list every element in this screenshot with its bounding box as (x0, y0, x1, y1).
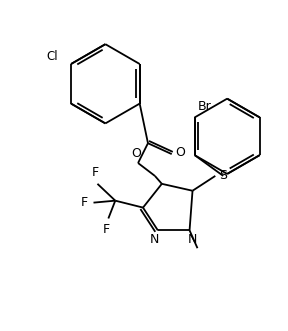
Text: O: O (176, 146, 185, 159)
Text: N: N (188, 233, 197, 246)
Text: Cl: Cl (47, 50, 58, 63)
Text: F: F (103, 223, 110, 236)
Text: O: O (131, 147, 141, 160)
Text: N: N (150, 233, 160, 246)
Text: S: S (219, 169, 227, 182)
Text: Br: Br (198, 100, 211, 113)
Text: F: F (80, 196, 88, 209)
Text: F: F (92, 166, 99, 179)
